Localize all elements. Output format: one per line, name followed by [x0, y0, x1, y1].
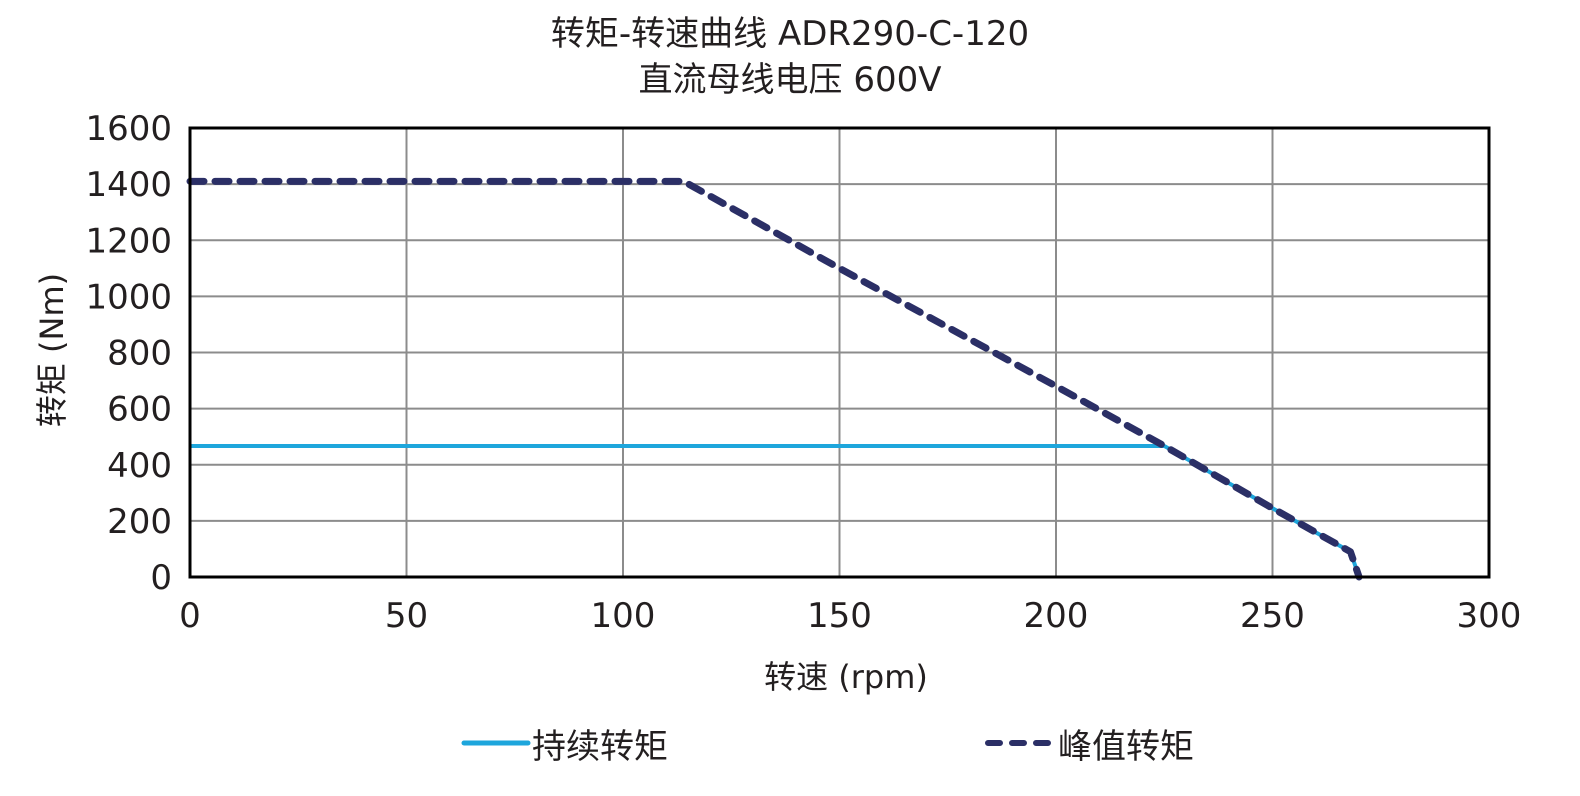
x-tick-label: 100 — [591, 596, 656, 636]
x-tick-label: 0 — [179, 596, 201, 636]
legend-item-continuous: 持续转矩 — [460, 718, 668, 768]
legend-solid-line-icon — [461, 740, 531, 746]
data-series — [186, 177, 1363, 581]
legend-label-peak: 峰值转矩 — [1058, 726, 1194, 767]
y-tick-label: 600 — [107, 390, 172, 430]
y-tick-labels: 0 200 400 600 800 1000 1200 1400 1600 — [85, 109, 172, 598]
y-tick-label: 200 — [107, 502, 172, 542]
chart-subtitle: 直流母线电压 600V — [638, 60, 942, 100]
legend-item-peak: 峰值转矩 — [982, 718, 1194, 768]
y-tick-label: 400 — [107, 446, 172, 486]
y-axis-label: 转矩 (Nm) — [33, 272, 71, 428]
x-tick-label: 300 — [1457, 596, 1522, 636]
y-tick-label: 1600 — [85, 109, 172, 149]
x-tick-labels: 0 50 100 150 200 250 300 — [179, 596, 1521, 636]
legend-label-continuous: 持续转矩 — [532, 726, 668, 767]
y-tick-label: 0 — [150, 558, 172, 598]
x-tick-label: 50 — [385, 596, 428, 636]
chart-title: 转矩-转速曲线 ADR290-C-120 — [550, 14, 1030, 54]
legend-dashed-line-icon — [985, 740, 1057, 746]
x-tick-label: 250 — [1240, 596, 1305, 636]
x-tick-label: 200 — [1024, 596, 1089, 636]
x-axis-label: 转速 (rpm) — [764, 658, 928, 696]
plot-frame — [188, 126, 1491, 579]
x-tick-label: 150 — [807, 596, 872, 636]
series-line-1 — [186, 177, 1363, 581]
grid-lines — [189, 127, 1490, 578]
y-tick-label: 1200 — [85, 221, 172, 261]
y-tick-label: 800 — [107, 334, 172, 374]
y-tick-label: 1000 — [85, 277, 172, 317]
y-tick-label: 1400 — [85, 165, 172, 205]
